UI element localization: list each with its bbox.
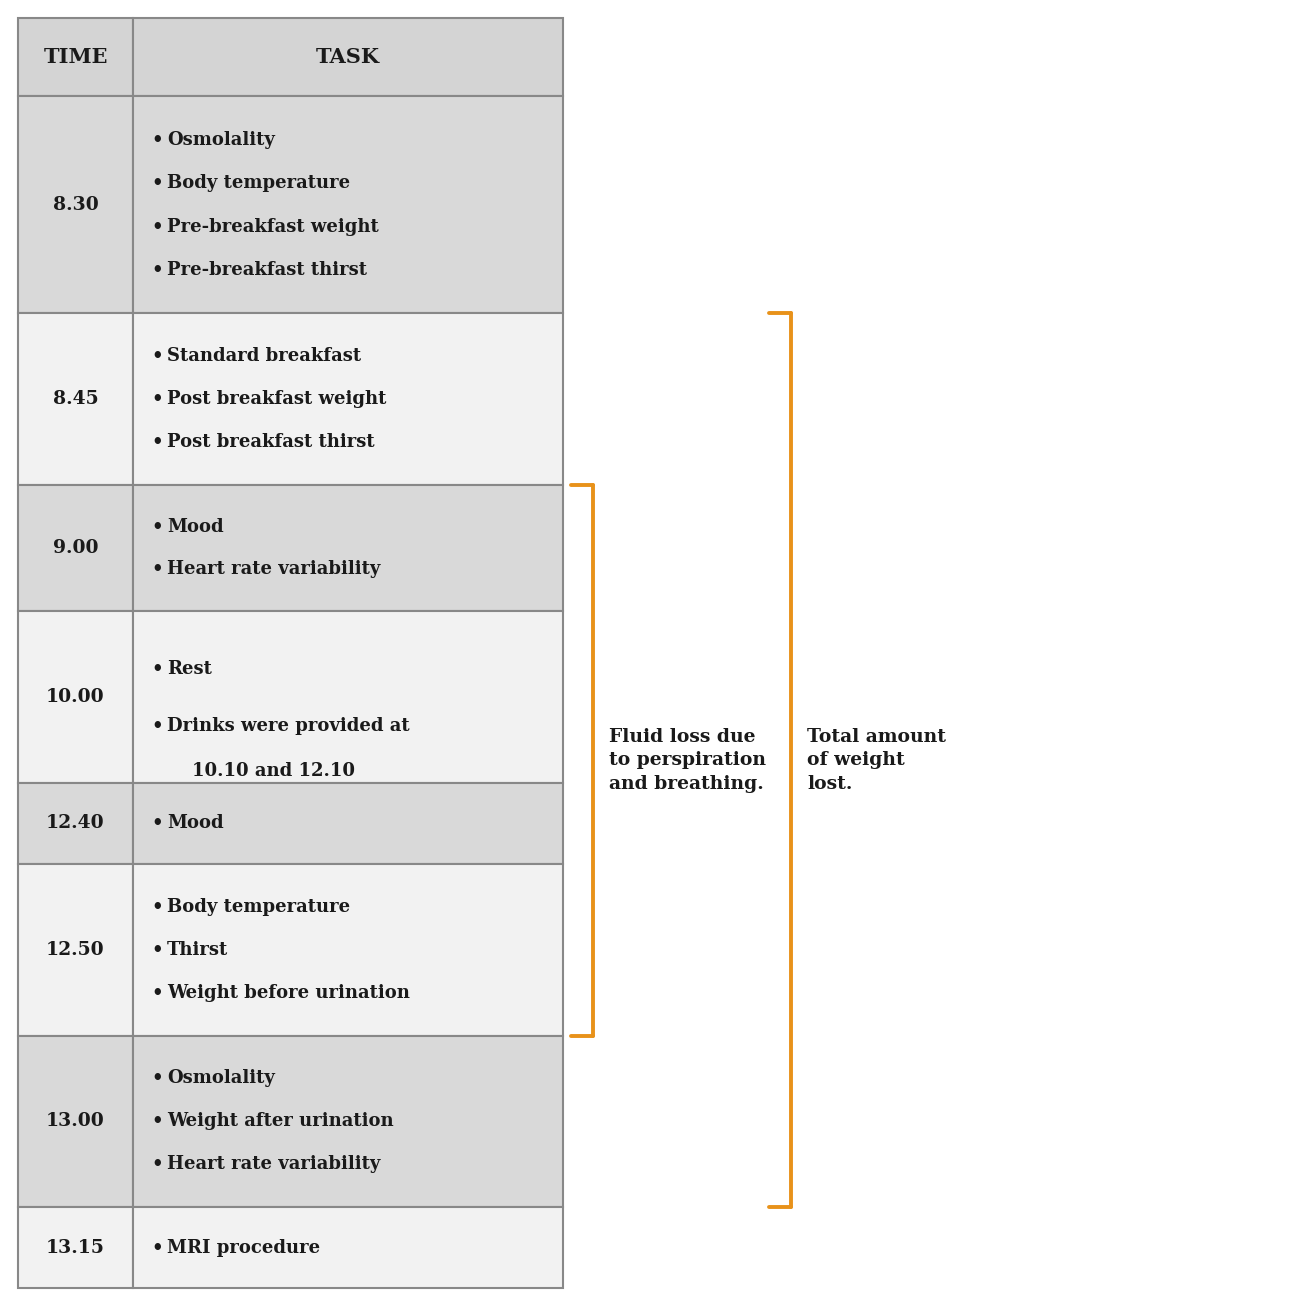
Bar xyxy=(133,611,563,784)
Bar xyxy=(133,485,563,611)
Text: •: • xyxy=(152,1113,163,1131)
Text: Post breakfast thirst: Post breakfast thirst xyxy=(167,434,374,451)
Bar xyxy=(18,313,133,485)
Text: 9.00: 9.00 xyxy=(53,539,98,558)
Text: Heart rate variability: Heart rate variability xyxy=(167,560,381,579)
Bar xyxy=(133,1036,563,1207)
Text: Body temperature: Body temperature xyxy=(167,897,350,916)
Bar xyxy=(18,863,133,1036)
Bar xyxy=(133,863,563,1036)
Text: Mood: Mood xyxy=(167,815,224,832)
Text: Body temperature: Body temperature xyxy=(167,174,350,192)
Text: •: • xyxy=(152,131,163,149)
Text: •: • xyxy=(152,1156,163,1173)
Text: •: • xyxy=(152,390,163,409)
Bar xyxy=(18,97,133,313)
Bar xyxy=(133,1207,563,1288)
Text: Post breakfast weight: Post breakfast weight xyxy=(167,390,386,409)
Bar xyxy=(18,18,133,97)
Text: •: • xyxy=(152,261,163,279)
Text: •: • xyxy=(152,1070,163,1088)
Text: Heart rate variability: Heart rate variability xyxy=(167,1156,381,1173)
Text: Pre-breakfast weight: Pre-breakfast weight xyxy=(167,218,378,235)
Bar xyxy=(18,611,133,784)
Text: •: • xyxy=(152,897,163,916)
Text: •: • xyxy=(152,983,163,1002)
Text: Weight before urination: Weight before urination xyxy=(167,983,411,1002)
Bar xyxy=(18,1036,133,1207)
Text: Total amount
of weight
lost.: Total amount of weight lost. xyxy=(807,727,947,793)
Text: •: • xyxy=(152,347,163,366)
Text: •: • xyxy=(152,174,163,192)
Bar xyxy=(18,784,133,863)
Bar xyxy=(18,485,133,611)
Text: •: • xyxy=(152,940,163,959)
Text: 10.10 and 12.10: 10.10 and 12.10 xyxy=(167,763,355,780)
Text: •: • xyxy=(152,518,163,537)
Text: TASK: TASK xyxy=(316,47,379,67)
Text: Drinks were provided at: Drinks were provided at xyxy=(167,717,409,735)
Text: Standard breakfast: Standard breakfast xyxy=(167,347,361,366)
Text: Weight after urination: Weight after urination xyxy=(167,1113,394,1131)
Bar xyxy=(133,18,563,97)
Text: 8.30: 8.30 xyxy=(53,196,98,214)
Text: •: • xyxy=(152,1238,163,1256)
Text: 8.45: 8.45 xyxy=(53,390,98,409)
Text: •: • xyxy=(152,717,163,735)
Text: 10.00: 10.00 xyxy=(47,688,105,707)
Bar xyxy=(18,1207,133,1288)
Bar xyxy=(133,313,563,485)
Text: Fluid loss due
to perspiration
and breathing.: Fluid loss due to perspiration and breat… xyxy=(609,727,767,793)
Bar xyxy=(133,784,563,863)
Text: •: • xyxy=(152,434,163,451)
Text: Thirst: Thirst xyxy=(167,940,228,959)
Text: •: • xyxy=(152,218,163,235)
Text: •: • xyxy=(152,560,163,579)
Text: •: • xyxy=(152,660,163,678)
Text: MRI procedure: MRI procedure xyxy=(167,1238,320,1256)
Text: 13.00: 13.00 xyxy=(47,1113,105,1131)
Text: Osmolality: Osmolality xyxy=(167,1070,275,1088)
Text: Osmolality: Osmolality xyxy=(167,131,275,149)
Text: Rest: Rest xyxy=(167,660,212,678)
Text: 12.40: 12.40 xyxy=(47,815,105,832)
Text: TIME: TIME xyxy=(43,47,107,67)
Bar xyxy=(133,97,563,313)
Text: Mood: Mood xyxy=(167,518,224,537)
Text: 12.50: 12.50 xyxy=(47,940,105,959)
Text: 13.15: 13.15 xyxy=(47,1238,105,1256)
Text: Pre-breakfast thirst: Pre-breakfast thirst xyxy=(167,261,366,279)
Text: •: • xyxy=(152,815,163,832)
